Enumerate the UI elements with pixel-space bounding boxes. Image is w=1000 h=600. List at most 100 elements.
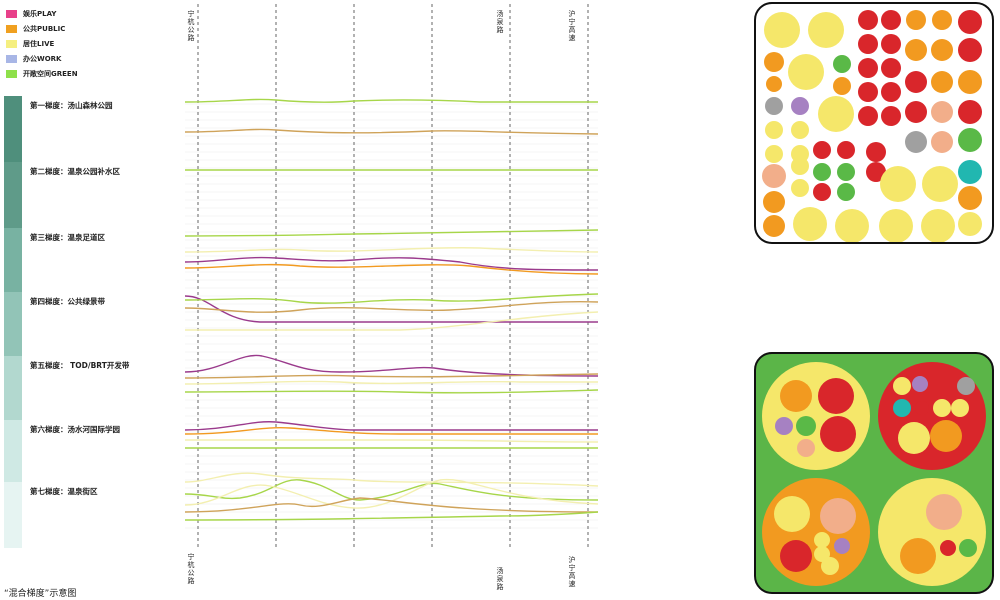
district-circle bbox=[834, 538, 850, 554]
mix-circle bbox=[791, 157, 809, 175]
mix-circle bbox=[958, 38, 982, 62]
district-circle bbox=[775, 417, 793, 435]
tier-label: 第五梯度： TOD/BRT开发带 bbox=[30, 361, 130, 370]
mix-circle bbox=[958, 186, 982, 210]
gradient-curve bbox=[184, 246, 599, 253]
gradient-curve bbox=[184, 421, 598, 431]
legend-swatch bbox=[6, 54, 17, 63]
gradient-curve bbox=[184, 301, 599, 313]
mix-circle bbox=[813, 163, 831, 181]
mix-circle bbox=[837, 141, 855, 159]
tier-block bbox=[4, 228, 22, 292]
tier-block bbox=[4, 420, 22, 482]
mix-circle bbox=[958, 160, 982, 184]
district-circle bbox=[900, 538, 936, 574]
tier-block bbox=[4, 162, 22, 228]
district-circle bbox=[762, 478, 870, 586]
mix-circle bbox=[763, 215, 785, 237]
gradient-curve bbox=[184, 263, 599, 275]
legend-item: 居住LIVE bbox=[6, 36, 78, 51]
mix-circle bbox=[958, 212, 982, 236]
mix-circle bbox=[905, 131, 927, 153]
mixed-grid-circles bbox=[762, 10, 982, 242]
mix-circle bbox=[881, 106, 901, 126]
mix-circle bbox=[764, 52, 784, 72]
gradient-curve bbox=[184, 478, 599, 509]
clustered-circles bbox=[762, 362, 986, 586]
legend: 娱乐PLAY 公共PUBLIC 居住LIVE 办公WORK 开敞空间GREEN bbox=[6, 6, 78, 81]
district-circle bbox=[898, 422, 930, 454]
gradient-curve bbox=[184, 511, 599, 521]
district-circle bbox=[780, 380, 812, 412]
mix-circle bbox=[764, 12, 800, 48]
mix-circle bbox=[837, 183, 855, 201]
district-circle bbox=[933, 399, 951, 417]
district-circle bbox=[959, 539, 977, 557]
mix-circle bbox=[931, 71, 953, 93]
road-label-top: 沪宁高速 bbox=[568, 10, 576, 42]
mix-circle bbox=[905, 71, 927, 93]
clustered-panel bbox=[754, 352, 994, 594]
gradient-curve bbox=[184, 472, 599, 487]
mix-circle bbox=[818, 96, 854, 132]
gradient-curve bbox=[184, 479, 599, 501]
mix-circle bbox=[858, 58, 878, 78]
mix-circle bbox=[922, 166, 958, 202]
district-circle bbox=[878, 478, 986, 586]
mix-circle bbox=[905, 39, 927, 61]
gradient-curve bbox=[184, 497, 599, 513]
mix-circle bbox=[881, 82, 901, 102]
mix-circle bbox=[958, 70, 982, 94]
gradient-curve bbox=[184, 389, 599, 394]
district-circle bbox=[912, 376, 928, 392]
mixed-grid-panel bbox=[754, 2, 994, 244]
legend-swatch bbox=[6, 69, 17, 78]
mix-circle bbox=[880, 166, 916, 202]
tier-label: 第二梯度：温泉公园补水区 bbox=[30, 167, 120, 176]
mix-circle bbox=[791, 97, 809, 115]
legend-item: 办公WORK bbox=[6, 51, 78, 66]
gradient-curve bbox=[184, 256, 599, 271]
gradient-curve bbox=[184, 373, 599, 379]
tier-block bbox=[4, 356, 22, 420]
district-circle bbox=[820, 498, 856, 534]
district-circle bbox=[915, 401, 929, 415]
gradient-curve bbox=[184, 426, 598, 435]
gradient-curve bbox=[184, 229, 599, 237]
mix-circle bbox=[763, 191, 785, 213]
mix-circle bbox=[765, 121, 783, 139]
mix-circle bbox=[833, 77, 851, 95]
mix-circle bbox=[881, 34, 901, 54]
district-circle bbox=[780, 540, 812, 572]
road-label-top: 宁杭公路 bbox=[187, 10, 195, 42]
district-circle bbox=[893, 399, 911, 417]
district-circle bbox=[797, 439, 815, 457]
mix-circle bbox=[765, 145, 783, 163]
mix-circle bbox=[958, 128, 982, 152]
legend-label: 居住LIVE bbox=[23, 39, 55, 48]
gradient-curve bbox=[184, 380, 598, 385]
mix-circle bbox=[837, 163, 855, 181]
mix-circle bbox=[765, 97, 783, 115]
tier-label: 第七梯度：温泉街区 bbox=[30, 487, 98, 496]
tier-label: 第四梯度：公共绿景带 bbox=[30, 297, 105, 306]
road-label-bottom: 汤泉路 bbox=[496, 567, 504, 591]
mix-circle bbox=[866, 142, 886, 162]
mix-circle bbox=[921, 209, 955, 242]
mix-circle bbox=[766, 76, 782, 92]
tier-block bbox=[4, 96, 22, 162]
tier-block bbox=[4, 482, 22, 548]
gradient-curve bbox=[185, 439, 599, 443]
mix-circle bbox=[858, 106, 878, 126]
road-label-bottom: 宁杭公路 bbox=[187, 553, 195, 585]
district-circle bbox=[957, 377, 975, 395]
mix-circle bbox=[791, 121, 809, 139]
tier-label: 第六梯度：汤水河国际学园 bbox=[30, 425, 120, 434]
legend-label: 办公WORK bbox=[23, 54, 62, 63]
gradient-curve bbox=[184, 98, 598, 103]
mix-circle bbox=[858, 34, 878, 54]
figure-caption: “混合梯度”示意图 bbox=[4, 589, 77, 599]
mix-circle bbox=[791, 179, 809, 197]
mix-circle bbox=[931, 101, 953, 123]
